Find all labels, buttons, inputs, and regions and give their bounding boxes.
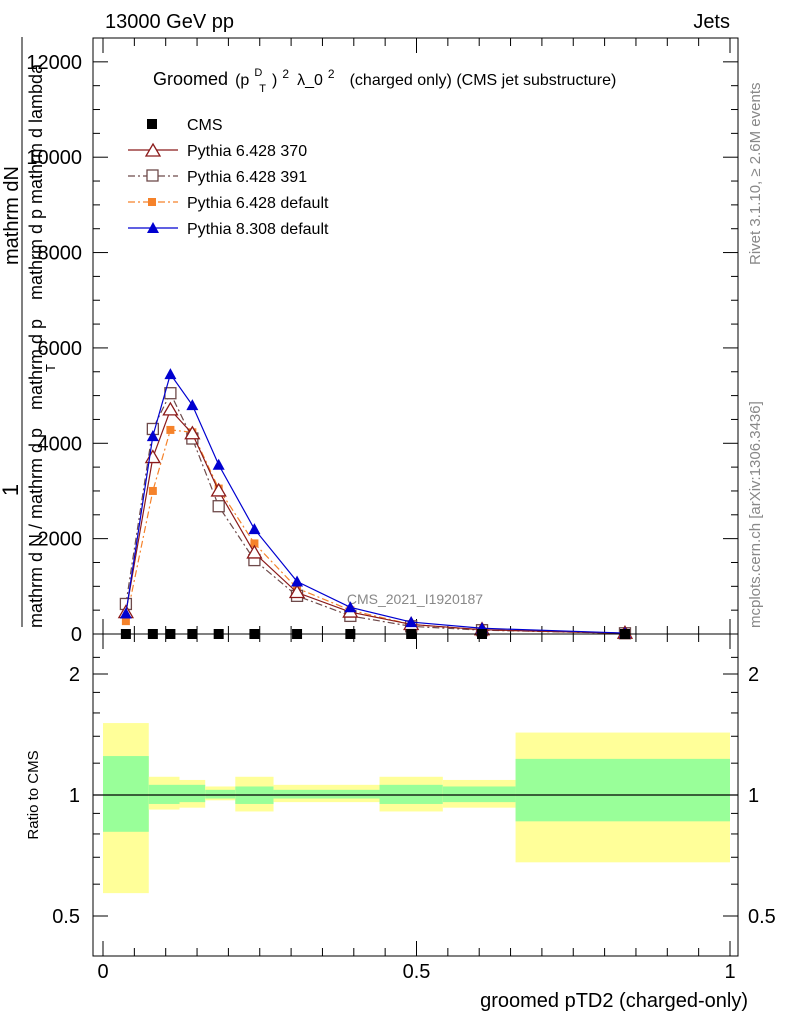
header-process: 13000 GeV pp bbox=[105, 11, 234, 33]
ylabel-dp-dlambda: mathrm d p mathrm d lambda bbox=[26, 63, 46, 300]
ratio-panel: 0.5 0.51 12 2 Ratio to CMS 0 0.5 1 groomed pT… bbox=[25, 633, 776, 1012]
series-point bbox=[121, 617, 130, 626]
series-point bbox=[246, 544, 263, 559]
ratio-bands bbox=[103, 723, 730, 894]
ratio-band-inner bbox=[179, 784, 206, 803]
ytick-label: 12000 bbox=[26, 52, 82, 74]
x-tick-labels: 0 0.5 1 bbox=[97, 961, 735, 983]
ratio-ylabel: Ratio to CMS bbox=[25, 750, 42, 839]
legend-item-p391: Pythia 6.428 391 bbox=[128, 169, 307, 186]
series-point bbox=[186, 399, 199, 411]
ratio-tick-labels: 0.5 0.5 1 1 2 2 bbox=[52, 664, 776, 928]
title-power: 2 bbox=[282, 67, 289, 81]
series-point bbox=[212, 458, 225, 470]
title-pt-base: (p bbox=[235, 72, 249, 89]
ratio-ytick-label: 1 bbox=[69, 785, 80, 807]
legend-marker-cms bbox=[147, 119, 157, 129]
title-suffix: (charged only) (CMS jet substructure) bbox=[350, 72, 617, 89]
series-point bbox=[248, 523, 261, 535]
legend-marker-p391 bbox=[146, 169, 159, 182]
ylabel-dn-dp: mathrm d N / mathrm d p bbox=[26, 428, 46, 628]
series-point bbox=[166, 425, 175, 434]
ratio-band-inner bbox=[379, 784, 443, 804]
ytick-label: 8000 bbox=[38, 243, 83, 265]
ytick-label: 10000 bbox=[26, 147, 82, 169]
legend-label-p6def: Pythia 6.428 default bbox=[187, 195, 329, 212]
ratio-band-inner bbox=[148, 784, 180, 804]
title-lambda-power: 2 bbox=[328, 67, 335, 81]
ratio-ytick-label-right: 0.5 bbox=[748, 906, 776, 928]
series-point bbox=[164, 368, 177, 380]
ylabel-dN: mathrm dN bbox=[1, 166, 23, 265]
ratio-ytick-label-right: 2 bbox=[748, 664, 759, 686]
legend-item-p370: Pythia 6.428 370 bbox=[128, 142, 307, 160]
xtick-label: 0.5 bbox=[403, 961, 431, 983]
legend-label-p391: Pythia 6.428 391 bbox=[187, 169, 307, 186]
main-ytick-labels: 0 2000 4000 6000 8000 10000 12000 bbox=[26, 52, 82, 646]
ratio-band-inner bbox=[103, 756, 149, 832]
mcplots-label: mcplots.cern.ch [arXiv:1306.3436] bbox=[747, 401, 764, 628]
xtick-label: 0 bbox=[97, 961, 108, 983]
series-point bbox=[119, 607, 132, 619]
title-pt-sub: T bbox=[259, 83, 266, 95]
ratio-band-inner bbox=[442, 786, 516, 803]
title-pt-sup: D bbox=[254, 67, 262, 79]
title-prefix: Groomed bbox=[153, 69, 228, 89]
ratio-band-inner bbox=[515, 758, 730, 822]
main-ylabel: 1 mathrm d N / mathrm d p mathrm d p T m… bbox=[0, 37, 58, 628]
ratio-band-inner bbox=[205, 789, 236, 799]
series-point bbox=[148, 486, 157, 495]
series-point bbox=[210, 482, 227, 497]
legend-marker-p370 bbox=[144, 142, 162, 157]
legend-label-cms: CMS bbox=[187, 117, 223, 134]
rivet-version-label: Rivet 3.1.10, ≥ 2.6M events bbox=[747, 83, 764, 266]
series-point bbox=[162, 401, 179, 416]
series-point bbox=[344, 601, 357, 613]
legend-item-cms: CMS bbox=[147, 117, 223, 134]
header-category: Jets bbox=[693, 11, 730, 33]
ytick-label: 6000 bbox=[38, 338, 83, 360]
ratio-ytick-label: 0.5 bbox=[52, 906, 80, 928]
ytick-label: 0 bbox=[71, 624, 82, 646]
xtick-label: 1 bbox=[724, 961, 735, 983]
series-point bbox=[405, 616, 418, 628]
ratio-band-inner bbox=[273, 789, 380, 799]
legend-label-p370: Pythia 6.428 370 bbox=[187, 143, 307, 160]
ratio-xlabel: groomed pTD2 (charged-only) bbox=[480, 990, 748, 1012]
legend-marker-p6def bbox=[148, 198, 156, 206]
main-panel: 0 2000 4000 6000 8000 10000 12000 CMS_2021_I19… bbox=[0, 37, 739, 646]
title-pt-close: ) bbox=[272, 72, 277, 89]
legend-marker-p8def bbox=[147, 222, 159, 233]
ytick-label: 2000 bbox=[38, 529, 83, 551]
legend-label-p8def: Pythia 8.308 default bbox=[187, 221, 329, 238]
series-layer bbox=[117, 368, 634, 640]
ylabel-sub-t: T bbox=[43, 364, 58, 372]
series-point bbox=[146, 430, 159, 442]
ylabel-numerator-one: 1 bbox=[0, 484, 23, 496]
legend-item-p6def: Pythia 6.428 default bbox=[128, 195, 329, 212]
legend-item-p8def: Pythia 8.308 default bbox=[128, 221, 329, 238]
ylabel-dp: mathrm d p bbox=[26, 319, 46, 410]
ratio-ticks bbox=[93, 634, 738, 956]
legend: CMS Pythia 6.428 370 Pythia 6.428 391 Py… bbox=[128, 117, 329, 238]
analysis-watermark: CMS_2021_I1920187 bbox=[347, 591, 483, 607]
main-ticks bbox=[93, 37, 738, 635]
chart-title: Groomed (p D T ) 2 λ_0 2 (charged only) … bbox=[153, 60, 616, 96]
series-point bbox=[184, 425, 201, 440]
series-point bbox=[144, 449, 161, 464]
ratio-ytick-label-right: 1 bbox=[748, 785, 759, 807]
series-line bbox=[125, 391, 625, 634]
title-lambda: λ_0 bbox=[297, 72, 323, 89]
ytick-label: 4000 bbox=[38, 433, 83, 455]
series-point bbox=[212, 500, 225, 513]
series-point bbox=[291, 575, 304, 587]
ratio-ytick-label: 2 bbox=[69, 664, 80, 686]
series-point bbox=[288, 584, 306, 599]
series-point bbox=[250, 539, 259, 548]
